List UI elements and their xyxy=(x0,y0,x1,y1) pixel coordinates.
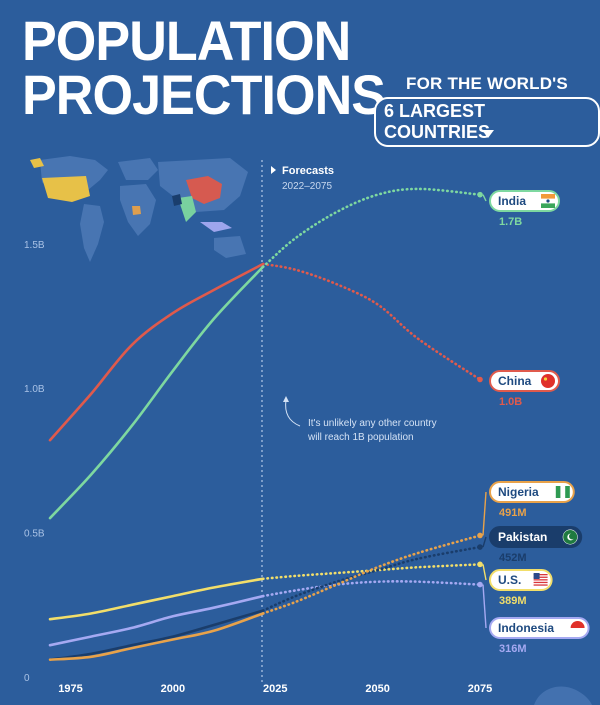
us-flag-icon xyxy=(533,572,549,588)
y-tick-label: 1.5B xyxy=(24,240,45,251)
title-line-1: POPULATION xyxy=(22,9,351,72)
series-line-china-historical xyxy=(48,262,265,442)
series-label-pill xyxy=(489,526,583,548)
series-line-india-historical xyxy=(48,265,265,520)
series-line-india-forecast xyxy=(261,187,482,269)
series-label-india: India 1.7B xyxy=(489,190,560,228)
annotation-line-2: will reach 1B population xyxy=(307,432,414,443)
china-flag-icon xyxy=(540,373,556,389)
label-leader-pakistan xyxy=(482,536,487,548)
series-value-label: 452M xyxy=(499,552,527,564)
title-line-2: PROJECTIONS xyxy=(22,63,386,126)
x-tick-label: 1975 xyxy=(58,683,82,695)
series-line-indonesia-historical xyxy=(48,594,265,647)
series-line-nigeria-forecast xyxy=(261,534,482,615)
series-name: Nigeria xyxy=(498,485,539,499)
series-line-us-historical xyxy=(48,577,265,621)
annotation-arrowhead-icon xyxy=(283,396,289,402)
y-tick-label: 1.0B xyxy=(24,384,45,395)
series-name: Indonesia xyxy=(498,621,554,635)
forecast-range: 2022–2075 xyxy=(282,181,332,192)
series-label-china: China 1.0B xyxy=(489,370,560,408)
series-line-pakistan-historical xyxy=(48,609,265,661)
world-map-icon xyxy=(30,156,248,262)
x-tick-label: 2025 xyxy=(263,683,287,695)
label-leader-indonesia xyxy=(482,584,487,629)
series-name: China xyxy=(498,374,532,388)
series-label-pill xyxy=(489,481,575,503)
series-line-us-forecast xyxy=(261,563,482,581)
series-value-label: 316M xyxy=(499,643,527,655)
x-tick-label: 2075 xyxy=(468,683,492,695)
y-tick-label: 0.5B xyxy=(24,529,45,540)
logo-icon xyxy=(534,686,592,705)
subtitle-line-1: FOR THE WORLD'S xyxy=(406,74,568,93)
series-value-label: 1.0B xyxy=(499,396,522,408)
series-endpoint-pakistan xyxy=(477,544,483,550)
series-endpoint-us xyxy=(477,561,483,568)
series-label-us: U.S. 389M xyxy=(489,569,553,607)
subtitle-line-2: 6 LARGEST COUNTRIES xyxy=(374,97,600,147)
series-value-label: 1.7B xyxy=(499,216,522,228)
series-value-label: 491M xyxy=(499,507,527,519)
series-endpoint-indonesia xyxy=(477,581,483,588)
series-label-pill xyxy=(489,617,590,639)
annotation-arrow-icon xyxy=(285,399,301,427)
x-tick-label: 2000 xyxy=(161,683,185,695)
india-flag-icon xyxy=(540,193,556,209)
series-line-china-forecast xyxy=(261,262,482,381)
series-name: U.S. xyxy=(498,573,521,587)
chart-title: POPULATION PROJECTIONS xyxy=(22,9,386,126)
x-tick-label: 2050 xyxy=(365,683,389,695)
series-name: India xyxy=(498,194,526,208)
series-endpoint-india xyxy=(477,191,483,198)
series-label-indonesia: Indonesia 316M xyxy=(489,617,590,655)
pakistan-flag-icon xyxy=(562,529,578,545)
indonesia-flag-icon xyxy=(570,620,586,636)
speech-bubble-tail-icon xyxy=(482,130,494,138)
label-leader-india xyxy=(482,194,487,202)
series-label-pill xyxy=(489,370,560,392)
series-value-label: 389M xyxy=(499,595,527,607)
forecast-arrow-icon xyxy=(271,166,276,174)
chart-subtitle: FOR THE WORLD'S 6 LARGEST COUNTRIES xyxy=(374,74,600,147)
series-line-pakistan-forecast xyxy=(261,545,482,612)
series-name: Pakistan xyxy=(498,530,547,544)
y-tick-label: 0 xyxy=(24,673,30,684)
forecast-label: Forecasts xyxy=(282,165,334,177)
label-leader-nigeria xyxy=(482,491,487,536)
series-endpoint-china xyxy=(477,376,483,383)
nigeria-flag-icon xyxy=(555,484,571,500)
series-endpoint-nigeria xyxy=(477,532,483,539)
series-line-nigeria-historical xyxy=(48,612,265,661)
series-line-indonesia-forecast xyxy=(261,580,482,598)
label-leader-us xyxy=(482,564,487,581)
annotation-line-1: It's unlikely any other country xyxy=(308,418,437,429)
series-label-nigeria: Nigeria 491M xyxy=(489,481,575,519)
series-label-pakistan: Pakistan 452M xyxy=(489,526,583,564)
